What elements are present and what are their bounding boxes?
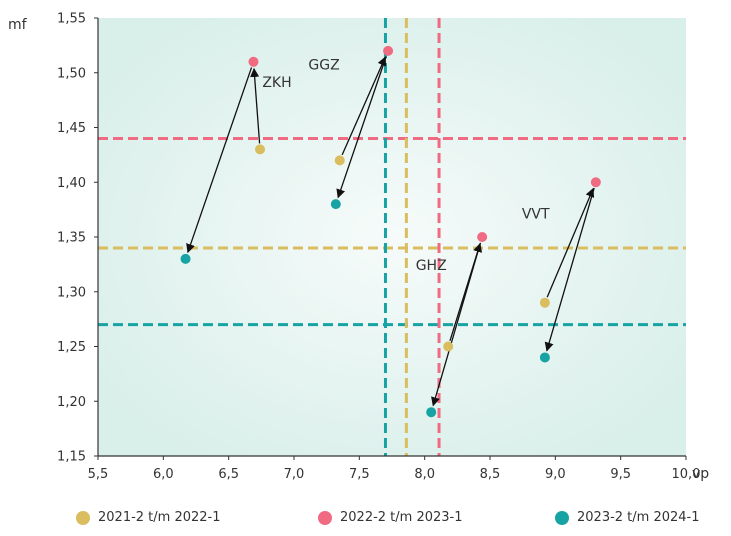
y-tick-label: 1,20: [57, 395, 86, 410]
x-tick-label: 5,5: [88, 467, 109, 482]
data-point-ghz: [477, 232, 488, 242]
data-point-vvt: [590, 177, 601, 188]
axes: 5,5 6,0 6,5 7,0 7,5 8,0 8,5 9,0 9,5 10,0 1,15 1,20 1…: [57, 12, 700, 483]
data-point-ggz: [334, 155, 345, 166]
arrow: [546, 187, 595, 298]
x-tick-label: 6,0: [153, 467, 174, 482]
data-point-ggz: [330, 199, 341, 210]
legend-label: 2023-2 t/m 2024-1: [577, 510, 700, 525]
arrow: [336, 56, 387, 199]
arrow: [431, 242, 482, 407]
data-point-zkh: [180, 253, 191, 264]
y-tick-label: 1,40: [57, 176, 86, 191]
annotation-label: GGZ: [308, 57, 339, 73]
y-tick-label: 1,30: [57, 285, 86, 300]
plot-area: [98, 18, 686, 456]
data-point-vvt: [539, 352, 550, 363]
legend-label: 2021-2 t/m 2022-1: [98, 510, 221, 525]
x-tick-label: 6,5: [218, 467, 239, 482]
annotations: ZKH GGZ GHZ VVT: [262, 57, 550, 273]
arrow: [250, 67, 261, 144]
y-tick-label: 1,15: [57, 450, 86, 465]
data-point-ggz: [383, 45, 394, 56]
annotation-label: VVT: [522, 206, 550, 222]
legend-item-2021: 2021-2 t/m 2022-1: [76, 510, 221, 525]
x-tick-label: 8,0: [414, 467, 435, 482]
arrow: [341, 56, 387, 156]
data-point-ghz: [426, 407, 437, 418]
x-tick-label: 9,5: [610, 467, 631, 482]
y-tick-label: 1,25: [57, 340, 86, 355]
annotation-label: GHZ: [416, 258, 447, 274]
arrow: [544, 187, 595, 352]
x-tick-label: 8,5: [480, 467, 501, 482]
legend: 2021-2 t/m 2022-1 2022-2 t/m 2023-1 2023…: [0, 510, 731, 532]
y-tick-label: 1,50: [57, 66, 86, 81]
legend-marker-icon: [76, 510, 90, 525]
data-point-zkh: [255, 144, 266, 155]
legend-item-2022: 2022-2 t/m 2023-1: [318, 510, 463, 525]
data-point-zkh: [248, 56, 259, 67]
annotation-label: ZKH: [262, 75, 291, 91]
y-tick-label: 1,35: [57, 231, 86, 246]
x-axis-title: vp: [692, 466, 709, 482]
data-points: [180, 45, 601, 418]
reference-lines: [98, 18, 686, 456]
y-tick-label: 1,55: [57, 12, 86, 27]
arrow: [186, 67, 253, 254]
x-tick-label: 7,5: [349, 467, 370, 482]
legend-marker-icon: [555, 510, 569, 525]
legend-marker-icon: [318, 510, 332, 525]
arrows: [186, 56, 595, 407]
x-tick-label: 10,0: [672, 467, 701, 482]
data-point-ghz: [443, 341, 454, 352]
y-axis-title: mf: [8, 17, 28, 33]
legend-item-2023: 2023-2 t/m 2024-1: [555, 510, 700, 525]
legend-label: 2022-2 t/m 2023-1: [340, 510, 463, 525]
y-tick-label: 1,45: [57, 121, 86, 136]
x-tick-label: 7,0: [284, 467, 305, 482]
data-point-vvt: [539, 297, 550, 308]
x-tick-label: 9,0: [545, 467, 566, 482]
